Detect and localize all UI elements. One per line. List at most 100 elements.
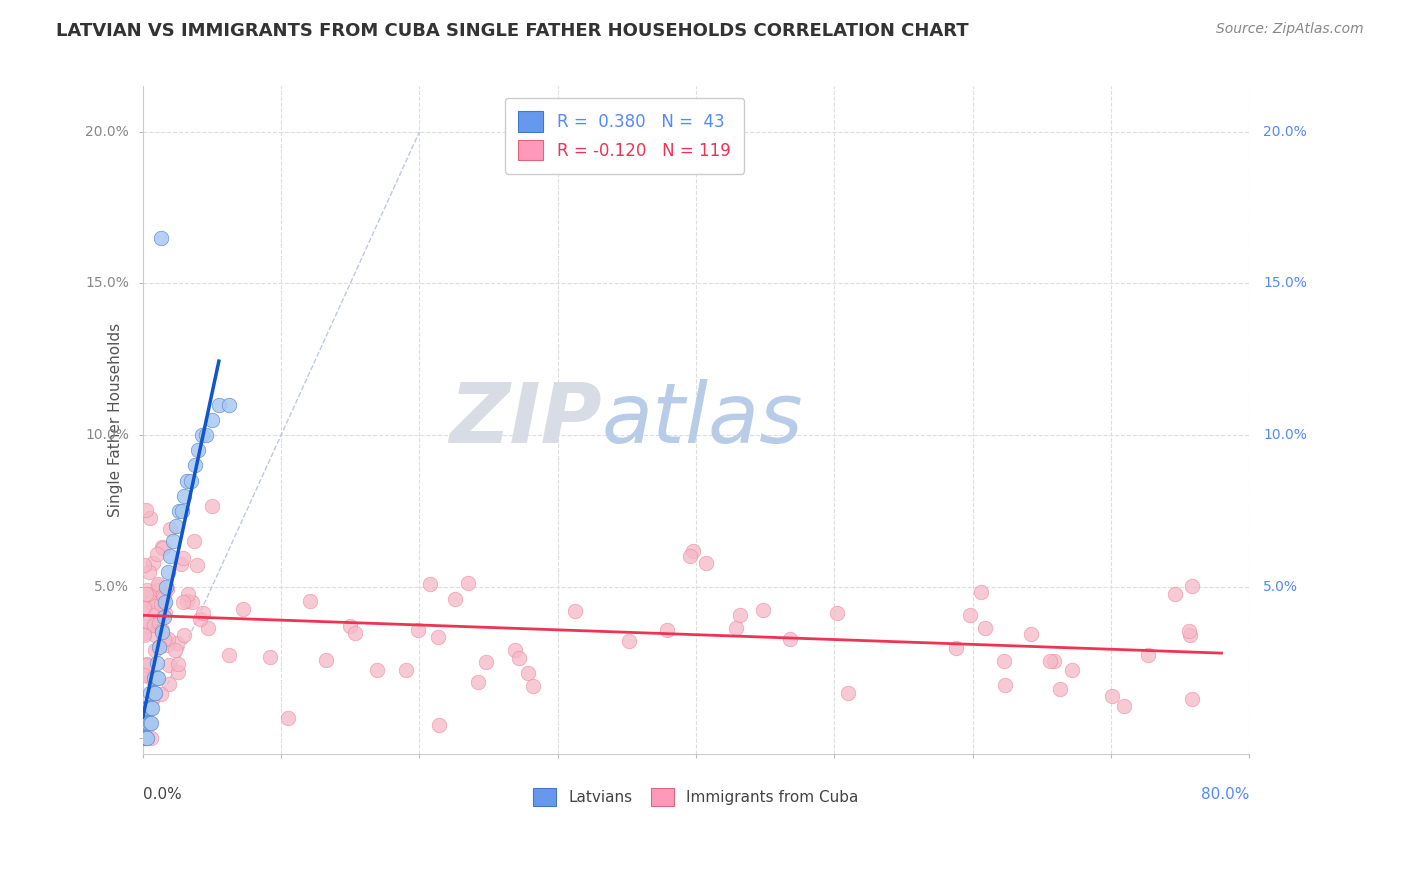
Point xyxy=(564,604,586,618)
Point xyxy=(142,618,165,632)
Point xyxy=(427,630,450,644)
Point xyxy=(134,618,156,632)
Point xyxy=(408,623,430,637)
Point xyxy=(142,556,165,570)
Point xyxy=(655,624,678,638)
Point xyxy=(167,657,190,672)
Point xyxy=(191,428,214,442)
Point xyxy=(172,595,194,609)
Point xyxy=(993,654,1015,668)
Point xyxy=(139,671,162,685)
Point xyxy=(149,597,172,611)
Point xyxy=(825,606,848,620)
Point xyxy=(181,594,204,608)
Point xyxy=(344,626,367,640)
Text: 5.0%: 5.0% xyxy=(94,580,129,594)
Point xyxy=(149,639,172,653)
Point xyxy=(156,582,179,597)
Point xyxy=(277,710,299,724)
Text: ZIP: ZIP xyxy=(450,379,602,460)
Text: 15.0%: 15.0% xyxy=(86,277,129,291)
Point xyxy=(149,231,172,245)
Point xyxy=(176,594,198,608)
Point xyxy=(163,642,186,657)
Text: 20.0%: 20.0% xyxy=(86,125,129,139)
Point xyxy=(156,638,179,652)
Point xyxy=(752,603,775,617)
Point xyxy=(134,627,156,641)
Point xyxy=(1101,689,1123,703)
Point xyxy=(970,585,993,599)
Point xyxy=(188,612,211,626)
Text: 80.0%: 80.0% xyxy=(1201,787,1249,802)
Y-axis label: Single Father Households: Single Father Households xyxy=(108,323,122,517)
Point xyxy=(184,458,207,473)
Point xyxy=(837,686,859,700)
Point xyxy=(162,534,184,549)
Point xyxy=(159,549,181,564)
Point xyxy=(195,428,218,442)
Point xyxy=(725,621,748,635)
Point xyxy=(145,627,167,641)
Point xyxy=(135,502,157,516)
Text: 0.0%: 0.0% xyxy=(143,787,181,802)
Point xyxy=(728,607,751,622)
Point xyxy=(173,628,195,642)
Point xyxy=(148,640,170,655)
Text: 5.0%: 5.0% xyxy=(1263,580,1298,594)
Point xyxy=(366,663,388,677)
Point xyxy=(138,686,160,700)
Point xyxy=(191,606,214,620)
Point xyxy=(135,587,157,601)
Point xyxy=(959,608,981,623)
Point xyxy=(142,686,165,700)
Point xyxy=(136,701,159,715)
Point xyxy=(134,731,156,746)
Point xyxy=(134,626,156,640)
Point xyxy=(145,671,167,685)
Point xyxy=(183,534,205,549)
Point xyxy=(165,519,187,533)
Point xyxy=(197,621,219,635)
Point xyxy=(945,640,967,655)
Point xyxy=(148,576,170,591)
Point xyxy=(443,592,465,607)
Point xyxy=(139,511,162,525)
Point xyxy=(474,656,496,670)
Point xyxy=(159,657,181,672)
Point xyxy=(139,731,162,746)
Point xyxy=(150,623,173,637)
Point xyxy=(135,701,157,715)
Point xyxy=(419,576,441,591)
Text: LATVIAN VS IMMIGRANTS FROM CUBA SINGLE FATHER HOUSEHOLDS CORRELATION CHART: LATVIAN VS IMMIGRANTS FROM CUBA SINGLE F… xyxy=(56,22,969,40)
Point xyxy=(259,649,281,664)
Point xyxy=(135,716,157,731)
Point xyxy=(155,580,177,594)
Point xyxy=(169,557,191,571)
Point xyxy=(157,677,180,691)
Point xyxy=(166,635,188,649)
Point xyxy=(1181,692,1204,706)
Point xyxy=(467,675,489,690)
Text: Source: ZipAtlas.com: Source: ZipAtlas.com xyxy=(1216,22,1364,37)
Point xyxy=(134,601,156,615)
Point xyxy=(152,541,174,556)
Point xyxy=(150,540,173,554)
Point xyxy=(187,443,209,458)
Point xyxy=(167,504,190,518)
Point xyxy=(315,653,337,667)
Point xyxy=(150,625,173,640)
Point xyxy=(145,547,167,561)
Point xyxy=(172,551,194,566)
Point xyxy=(136,716,159,731)
Point xyxy=(503,642,526,657)
Point xyxy=(1043,655,1066,669)
Point xyxy=(218,398,240,412)
Point xyxy=(136,731,159,746)
Point xyxy=(148,615,170,630)
Point xyxy=(135,657,157,672)
Point xyxy=(682,543,704,558)
Point xyxy=(139,716,162,731)
Point xyxy=(156,565,179,579)
Point xyxy=(135,583,157,598)
